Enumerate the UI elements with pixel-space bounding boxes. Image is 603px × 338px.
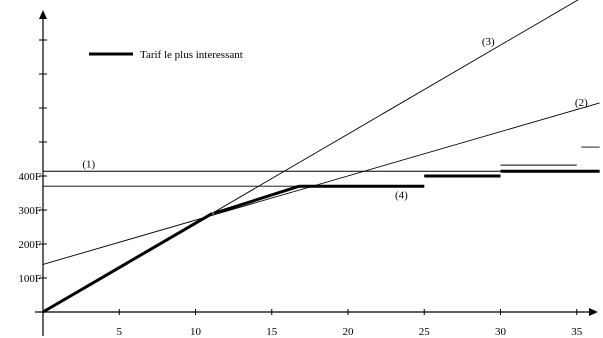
series-label: (2) — [575, 97, 588, 109]
y-tick-label: 200F — [18, 239, 41, 251]
legend: Tarif le plus interessant — [89, 49, 243, 61]
x-tick-label: 10 — [190, 326, 202, 338]
series-labels: (1) (2) (3) (4) — [82, 36, 588, 202]
y-tick-label: 100F — [18, 273, 41, 285]
series-label: (4) — [395, 189, 408, 201]
best-tariff-segment — [213, 184, 300, 215]
legend-label: Tarif le plus interessant — [140, 49, 243, 61]
x-tick-label: 20 — [343, 326, 355, 338]
y-axis-arrow — [39, 10, 47, 19]
series-label: (3) — [482, 36, 495, 48]
x-tick-label: 15 — [266, 326, 278, 338]
tariff-line — [42, 102, 600, 265]
tariff-line — [42, 0, 579, 313]
y-tick-label: 400F — [18, 171, 41, 183]
y-tick-label: 300F — [18, 205, 41, 217]
best-tariff-segment — [42, 212, 214, 314]
best-tariff-line — [42, 169, 600, 314]
y-ticks: 100F 200F 300F 400F — [18, 39, 47, 285]
x-tick-label: 25 — [419, 326, 431, 338]
tariff-lines — [42, 0, 600, 313]
x-tick-label: 5 — [117, 326, 123, 338]
x-axis-arrow — [589, 308, 598, 316]
axes — [35, 10, 598, 336]
x-tick-label: 30 — [495, 326, 507, 338]
x-ticks: 5 10 15 20 25 30 35 — [117, 309, 583, 338]
x-tick-label: 35 — [571, 326, 583, 338]
series-label: (1) — [82, 159, 95, 171]
